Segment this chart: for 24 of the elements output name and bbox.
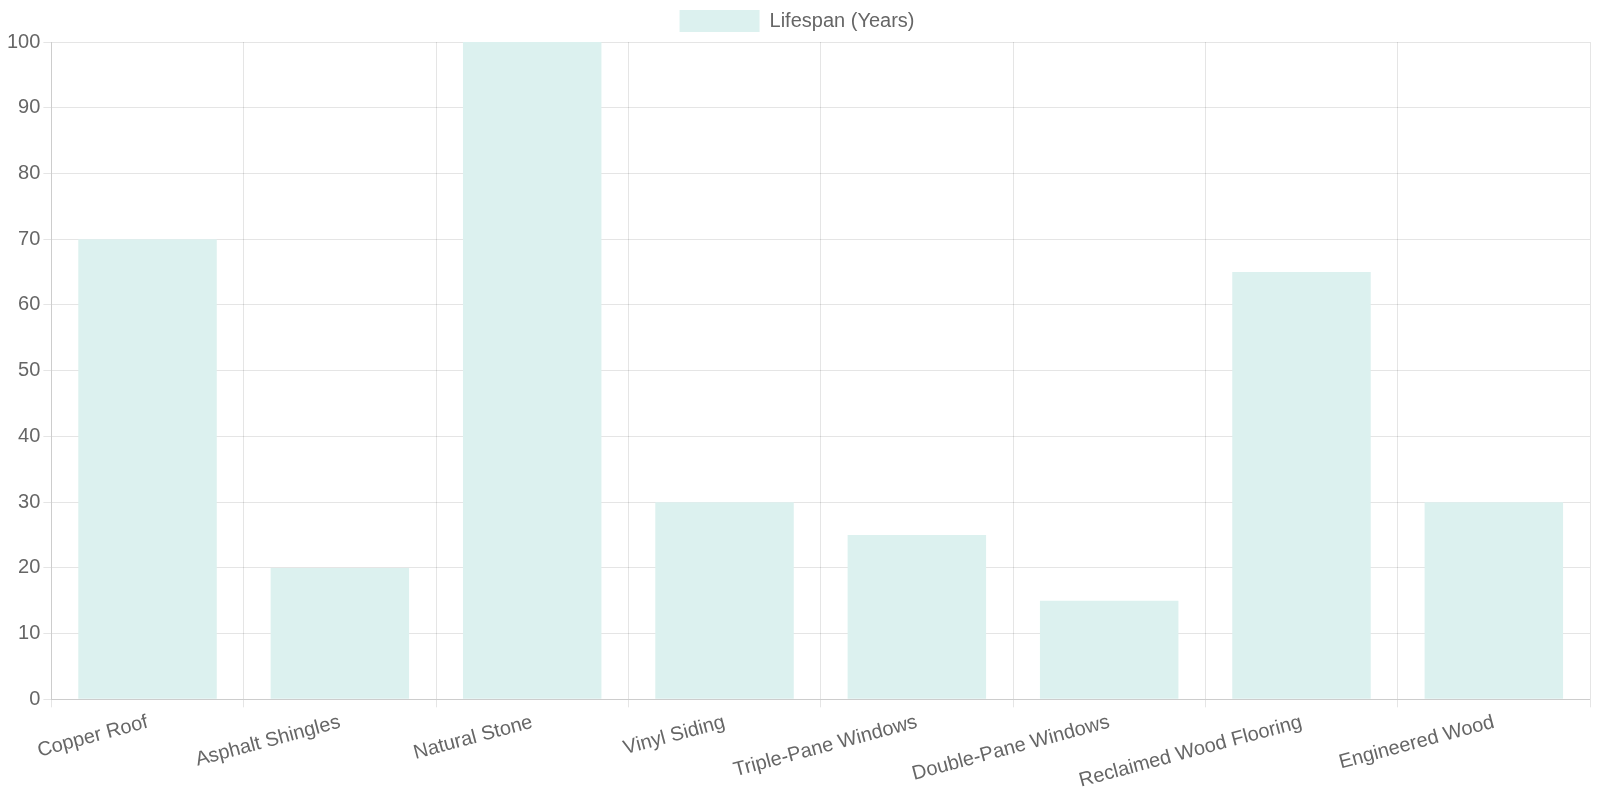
y-tick-label: 30 <box>18 489 41 512</box>
x-tick-label: Copper Roof <box>34 709 151 761</box>
y-tick-label: 10 <box>18 621 41 644</box>
y-tick-label: 20 <box>18 555 41 578</box>
bar <box>78 239 217 699</box>
bar <box>1424 502 1564 699</box>
bar <box>462 42 602 699</box>
y-tick-label: 90 <box>18 95 41 118</box>
y-tick-label: 50 <box>18 358 41 381</box>
bar <box>655 502 794 699</box>
y-tick-label: 0 <box>29 686 41 709</box>
bar <box>1232 272 1371 699</box>
x-tick-label: Vinyl Siding <box>620 709 727 759</box>
y-tick-label: 60 <box>18 292 41 315</box>
y-tick-label: 80 <box>18 160 41 183</box>
y-tick-label: 100 <box>6 29 41 52</box>
y-tick-label: 40 <box>18 423 41 446</box>
x-tick-label: Asphalt Shingles <box>192 709 343 770</box>
bar <box>847 535 987 699</box>
bar <box>270 567 410 699</box>
x-tick-label: Natural Stone <box>410 709 535 763</box>
bar <box>1039 600 1179 699</box>
y-tick-label: 70 <box>18 226 41 249</box>
legend-label: Lifespan (Years) <box>769 8 915 31</box>
